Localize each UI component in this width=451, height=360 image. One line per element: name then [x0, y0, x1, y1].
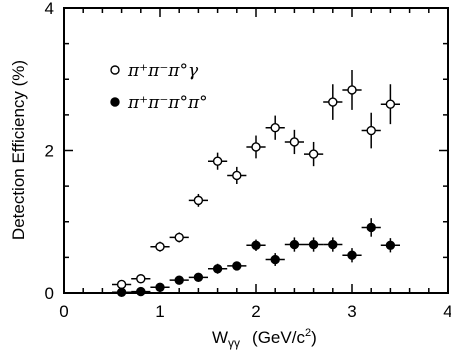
data-point	[289, 137, 300, 147]
data-point	[308, 239, 319, 250]
data-point	[328, 239, 338, 250]
data-point	[270, 122, 280, 133]
data-point	[308, 149, 319, 159]
data-point	[155, 282, 165, 292]
data-point	[193, 195, 204, 206]
data-point	[270, 254, 280, 265]
legend-label: π⁺π⁻π°γ	[127, 61, 199, 81]
x-tick-label: 3	[347, 302, 356, 321]
data-point	[347, 85, 357, 95]
data-point	[347, 250, 357, 260]
legend-marker	[110, 97, 120, 107]
legend-label: π⁺π⁻π°π°	[127, 93, 208, 113]
data-point	[251, 142, 261, 152]
axis-ticks	[63, 7, 449, 294]
tick-labels: 0 1 2 3 4 0 2 4	[45, 0, 451, 321]
y-tick-label: 0	[45, 284, 54, 303]
series-filled	[112, 218, 400, 297]
data-point	[385, 99, 396, 109]
data-point	[193, 272, 204, 283]
data-point	[155, 241, 165, 252]
x-tick-label: 2	[251, 302, 260, 321]
data-point	[116, 279, 127, 290]
y-tick-label: 4	[45, 0, 54, 18]
data-point	[116, 287, 127, 297]
y-tick-label: 2	[45, 142, 54, 161]
data-point	[232, 170, 242, 181]
x-axis-label-unit-sup: 2	[305, 327, 311, 339]
data-point	[251, 240, 261, 250]
data-point	[136, 286, 146, 297]
data-point	[232, 261, 242, 271]
data-point	[212, 264, 223, 274]
data-point	[289, 239, 300, 250]
series-open	[112, 69, 400, 290]
x-tick-label: 4	[443, 302, 451, 321]
data-point	[328, 97, 338, 107]
legend: π⁺π⁻π°γ π⁺π⁻π°π°	[110, 61, 208, 113]
x-axis-label-unit-close: )	[311, 328, 317, 347]
data-point	[212, 156, 223, 166]
data-point	[385, 240, 396, 250]
x-tick-label: 1	[155, 302, 164, 321]
data-point	[136, 274, 146, 284]
x-axis-label-unit: (GeV/c	[252, 328, 305, 347]
y-axis-label: Detection Efficiency (%)	[9, 60, 28, 240]
x-axis-label-sub: γγ	[228, 336, 240, 350]
data-point	[366, 125, 376, 136]
data-series	[112, 69, 400, 297]
data-point	[174, 275, 184, 285]
x-axis-label: Wγγ (GeV/c2)	[212, 327, 317, 350]
data-point	[174, 232, 184, 243]
x-tick-label: 0	[59, 302, 68, 321]
legend-marker	[110, 65, 120, 75]
x-axis-label-main: W	[212, 328, 228, 347]
data-point	[366, 222, 376, 233]
